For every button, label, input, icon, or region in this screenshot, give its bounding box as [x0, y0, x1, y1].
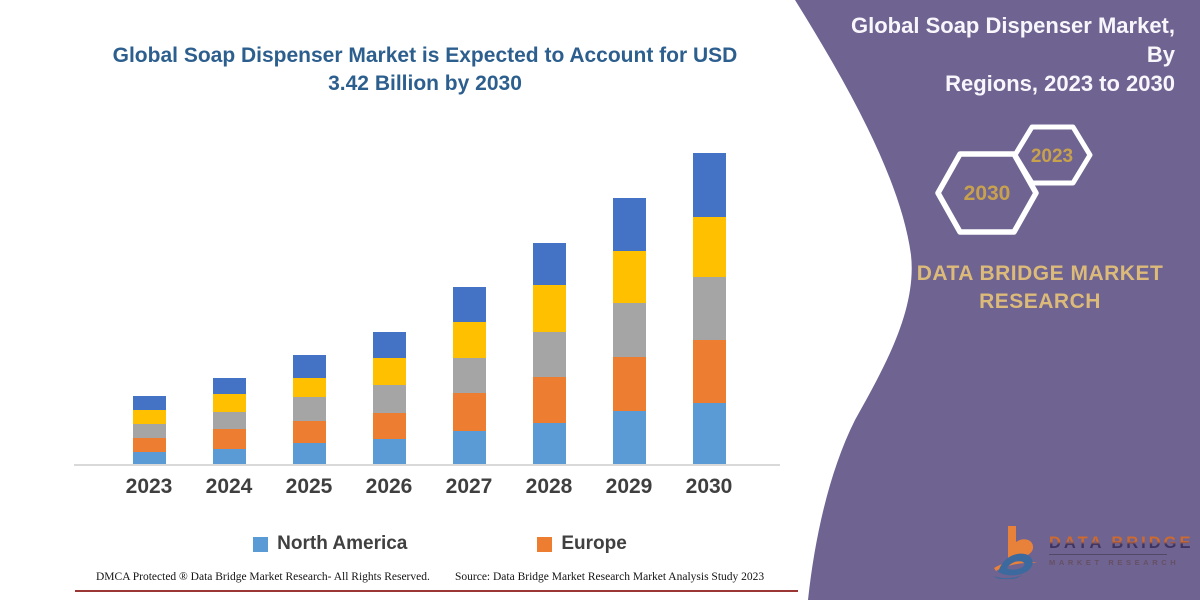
bar-segment: [612, 250, 646, 303]
hexagon-2030-year-label: 2030: [964, 182, 1011, 205]
bar-segment: [612, 411, 646, 465]
bar-segment: [372, 384, 406, 414]
x-axis-label: 2026: [365, 475, 413, 498]
x-axis-label: 2028: [525, 475, 573, 498]
bar-segment: [372, 413, 406, 440]
chart-area: Global Soap Dispenser Market is Expected…: [74, 42, 798, 592]
legend-item: Europe: [537, 533, 627, 555]
chart-title-line1: Global Soap Dispenser Market is Expected…: [112, 44, 738, 67]
bar-segment: [452, 358, 486, 393]
x-axis-label: 2029: [605, 475, 653, 498]
bar-segment: [692, 216, 726, 278]
bar-segment: [132, 410, 166, 424]
bar-segment: [452, 321, 486, 359]
bar-segment: [532, 331, 566, 377]
bar-segment: [132, 423, 166, 438]
x-axis-line: [74, 464, 780, 466]
legend-label: Europe: [561, 533, 627, 554]
bar-segment: [692, 340, 726, 403]
x-axis-label: 2025: [285, 475, 333, 498]
bar-segment: [372, 358, 406, 385]
bar-segment: [132, 437, 166, 453]
chart-title: Global Soap Dispenser Market is Expected…: [85, 42, 765, 98]
bar-column-2025: [269, 128, 349, 465]
bar-segment: [452, 392, 486, 432]
bar-segment: [692, 153, 726, 217]
bar-segment: [372, 439, 406, 465]
bar-segment: [612, 302, 646, 358]
bar-segment: [212, 377, 246, 394]
x-axis-labels: 2023 2024 2025 2026 2027 2028 2029 2030: [109, 475, 749, 499]
bar-column-2028: [509, 128, 589, 465]
bar-segment: [132, 452, 166, 465]
bars-area: [109, 128, 749, 465]
bar-segment: [532, 376, 566, 424]
bar-segment: [292, 443, 326, 465]
legend-label: North America: [277, 533, 408, 554]
bar-segment: [292, 378, 326, 397]
bar-segment: [532, 423, 566, 465]
bar-column-2026: [349, 128, 429, 465]
x-axis-label: 2024: [205, 475, 253, 498]
bar-segment: [532, 243, 566, 286]
bar-segment: [692, 277, 726, 341]
legend: North America Europe: [75, 533, 775, 555]
footer-dmca-text: DMCA Protected ® Data Bridge Market Rese…: [96, 571, 430, 583]
bar-segment: [452, 287, 486, 322]
bar-segment: [692, 402, 726, 465]
footer-rule-line: [75, 590, 798, 592]
bar-segment: [452, 431, 486, 465]
legend-item: North America: [253, 533, 407, 555]
x-axis-label: 2023: [125, 475, 173, 498]
bar-segment: [292, 354, 326, 379]
bar-segment: [212, 412, 246, 430]
bar-segment: [292, 421, 326, 444]
bar-segment: [132, 395, 166, 411]
legend-swatch: [537, 536, 553, 552]
bar-segment: [612, 357, 646, 412]
bar-column-2030: [669, 128, 749, 465]
bar-segment: [612, 197, 646, 251]
hexagon-2030: 2030: [935, 151, 1039, 235]
hexagon-2023-year-label: 2023: [1031, 146, 1073, 167]
footer-source-text: Source: Data Bridge Market Research Mark…: [455, 571, 765, 583]
bar-column-2027: [429, 128, 509, 465]
bar-column-2024: [189, 128, 269, 465]
bar-segment: [372, 331, 406, 359]
bar-segment: [212, 393, 246, 413]
bar-segment: [212, 448, 246, 465]
bar-segment: [292, 396, 326, 422]
bar-column-2029: [589, 128, 669, 465]
bar-segment: [212, 429, 246, 449]
x-axis-label: 2027: [445, 475, 493, 498]
legend-swatch: [253, 536, 269, 552]
bar-segment: [532, 285, 566, 332]
chart-title-line2: 3.42 Billion by 2030: [328, 72, 522, 95]
x-axis-label: 2030: [685, 475, 733, 498]
bar-column-2023: [109, 128, 189, 465]
purple-panel-shape: [795, 0, 1200, 600]
